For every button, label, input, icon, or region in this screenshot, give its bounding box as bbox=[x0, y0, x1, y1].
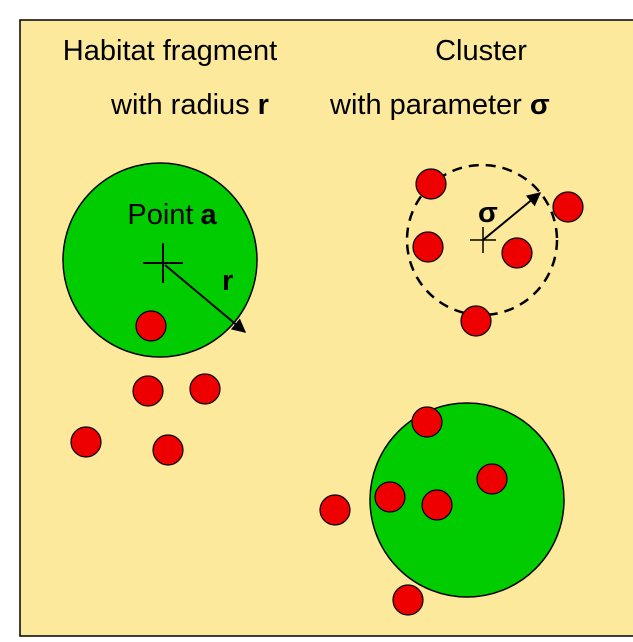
fragment-subheading: with radius r bbox=[110, 89, 269, 121]
point bbox=[132, 375, 164, 407]
point bbox=[152, 434, 184, 466]
habitat-fragment bbox=[62, 162, 258, 358]
sigma-arrow bbox=[482, 192, 542, 241]
cluster-symbol: σ bbox=[530, 89, 550, 121]
point-label: Point a bbox=[127, 199, 217, 231]
point bbox=[189, 373, 221, 405]
point-symbol: a bbox=[200, 199, 217, 231]
point bbox=[319, 494, 351, 526]
points bbox=[70, 168, 584, 616]
fragment-heading: Habitat fragment bbox=[63, 35, 277, 67]
point bbox=[552, 191, 584, 223]
center-cross bbox=[143, 243, 183, 283]
sigma-label: σ bbox=[478, 197, 498, 229]
point bbox=[412, 231, 444, 263]
cluster-heading: Cluster bbox=[435, 35, 527, 67]
point bbox=[421, 489, 453, 521]
point-label-text: Point bbox=[127, 199, 193, 231]
point bbox=[135, 310, 167, 342]
fragment-symbol: r bbox=[258, 89, 269, 121]
habitat-fragment bbox=[369, 402, 565, 598]
radius-arrow bbox=[164, 264, 247, 333]
point bbox=[70, 426, 102, 458]
radius-label: r bbox=[222, 265, 233, 297]
point bbox=[415, 168, 447, 200]
fragment-subheading-text: with radius bbox=[110, 89, 250, 121]
point bbox=[411, 406, 443, 438]
point bbox=[476, 463, 508, 495]
cluster-subheading: with parameter σ bbox=[329, 89, 550, 121]
point bbox=[374, 481, 406, 513]
point bbox=[460, 305, 492, 337]
cluster-subheading-text: with parameter bbox=[329, 89, 522, 121]
point bbox=[501, 237, 533, 269]
cluster-circle bbox=[405, 163, 559, 317]
point bbox=[392, 584, 424, 616]
